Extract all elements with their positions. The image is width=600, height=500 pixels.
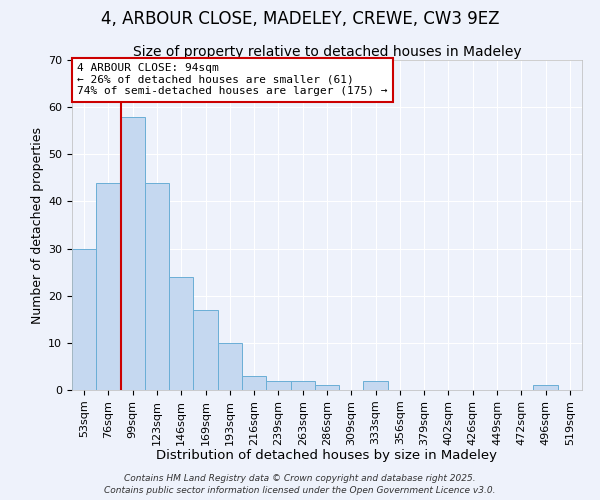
Bar — [242, 376, 266, 390]
Bar — [96, 182, 121, 390]
Bar — [121, 116, 145, 390]
Bar — [145, 182, 169, 390]
Y-axis label: Number of detached properties: Number of detached properties — [31, 126, 44, 324]
Bar — [315, 386, 339, 390]
Bar — [193, 310, 218, 390]
Bar — [364, 380, 388, 390]
Bar — [169, 277, 193, 390]
Bar — [72, 248, 96, 390]
Title: Size of property relative to detached houses in Madeley: Size of property relative to detached ho… — [133, 45, 521, 59]
Bar — [290, 380, 315, 390]
Bar — [266, 380, 290, 390]
X-axis label: Distribution of detached houses by size in Madeley: Distribution of detached houses by size … — [157, 449, 497, 462]
Bar — [218, 343, 242, 390]
Text: 4, ARBOUR CLOSE, MADELEY, CREWE, CW3 9EZ: 4, ARBOUR CLOSE, MADELEY, CREWE, CW3 9EZ — [101, 10, 499, 28]
Text: Contains HM Land Registry data © Crown copyright and database right 2025.
Contai: Contains HM Land Registry data © Crown c… — [104, 474, 496, 495]
Bar — [533, 386, 558, 390]
Text: 4 ARBOUR CLOSE: 94sqm
← 26% of detached houses are smaller (61)
74% of semi-deta: 4 ARBOUR CLOSE: 94sqm ← 26% of detached … — [77, 64, 388, 96]
